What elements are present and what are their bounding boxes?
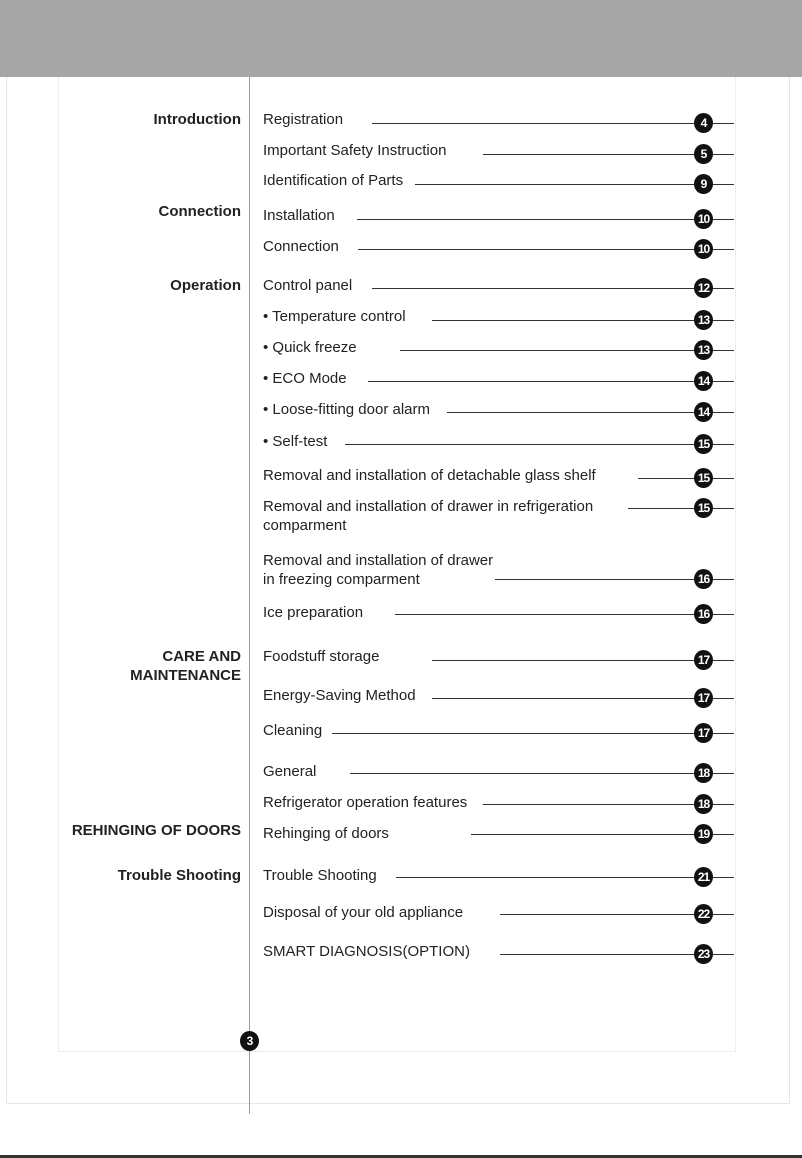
entry-title[interactable]: Control panel [263, 277, 353, 294]
leader-line [432, 320, 734, 321]
leader-line [396, 877, 734, 878]
leader-line [415, 184, 734, 185]
leader-line [372, 123, 734, 124]
page-badge[interactable]: 15 [694, 498, 713, 518]
page-badge[interactable]: 13 [694, 340, 713, 360]
section-heading: Connection [158, 203, 242, 220]
page-number-badge: 3 [240, 1031, 259, 1051]
leader-line [495, 579, 734, 580]
entry-title[interactable]: SMART DIAGNOSIS(OPTION) [263, 943, 470, 960]
page-badge[interactable]: 4 [694, 113, 713, 133]
leader-line [358, 249, 734, 250]
leader-line [471, 834, 734, 835]
page-badge[interactable]: 17 [694, 650, 713, 670]
entry-title[interactable]: Disposal of your old appliance [263, 904, 464, 921]
page-badge[interactable]: 14 [694, 402, 713, 422]
entry-title[interactable]: Registration [263, 111, 344, 128]
page-badge[interactable]: 22 [694, 904, 713, 924]
content-frame [58, 77, 736, 1052]
entry-title[interactable]: Removal and installation of drawer in re… [263, 498, 594, 534]
section-heading: CARE AND MAINTENANCE [130, 648, 241, 684]
page-badge[interactable]: 17 [694, 723, 713, 743]
leader-line [483, 154, 734, 155]
entry-title[interactable]: • Loose-fitting door alarm [263, 401, 430, 418]
entry-title[interactable]: Removal and installation of drawer in fr… [263, 552, 494, 588]
entry-title[interactable]: • Self-test [263, 433, 328, 450]
section-heading: Introduction [153, 111, 241, 128]
page-badge[interactable]: 16 [694, 604, 713, 624]
entry-title[interactable]: • Temperature control [263, 308, 406, 325]
page-badge[interactable]: 9 [694, 174, 713, 194]
page-badge[interactable]: 19 [694, 824, 713, 844]
page-badge[interactable]: 23 [694, 944, 713, 964]
leader-line [332, 733, 734, 734]
section-heading: REHINGING OF DOORS [71, 822, 241, 839]
leader-line [500, 954, 734, 955]
leader-line [345, 444, 734, 445]
entry-title[interactable]: Connection [263, 238, 339, 255]
entry-title[interactable]: • ECO Mode [263, 370, 347, 387]
leader-line [483, 804, 734, 805]
page-badge[interactable]: 5 [694, 144, 713, 164]
entry-title[interactable]: Refrigerator operation features [263, 794, 468, 811]
leader-line [432, 660, 734, 661]
leader-line [400, 350, 734, 351]
page-badge[interactable]: 18 [694, 794, 713, 814]
section-heading: Trouble Shooting [117, 867, 241, 884]
entry-title[interactable]: Foodstuff storage [263, 648, 380, 665]
page-badge[interactable]: 17 [694, 688, 713, 708]
page-badge[interactable]: 16 [694, 569, 713, 589]
page-badge[interactable]: 15 [694, 468, 713, 488]
leader-line [432, 698, 734, 699]
page-frame [6, 77, 790, 1104]
leader-line [368, 381, 734, 382]
entry-title[interactable]: Installation [263, 207, 335, 224]
section-heading: Operation [170, 277, 241, 294]
leader-line [447, 412, 734, 413]
entry-title[interactable]: • Quick freeze [263, 339, 357, 356]
page-badge[interactable]: 14 [694, 371, 713, 391]
leader-line [500, 914, 734, 915]
entry-title[interactable]: Rehinging of doors [263, 825, 389, 842]
leader-line [350, 773, 734, 774]
page-badge[interactable]: 10 [694, 209, 713, 229]
leader-line [357, 219, 734, 220]
page-badge[interactable]: 10 [694, 239, 713, 259]
page-badge[interactable]: 15 [694, 434, 713, 454]
entry-title[interactable]: Energy-Saving Method [263, 687, 416, 704]
divider-line [249, 77, 250, 1114]
leader-line [372, 288, 734, 289]
page-badge[interactable]: 12 [694, 278, 713, 298]
leader-line [628, 508, 734, 509]
page-badge[interactable]: 13 [694, 310, 713, 330]
bottom-rule [0, 1155, 802, 1158]
entry-title[interactable]: Ice preparation [263, 604, 364, 621]
entry-title[interactable]: Trouble Shooting [263, 867, 377, 884]
entry-title[interactable]: General [263, 763, 317, 780]
entry-title[interactable]: Removal and installation of detachable g… [263, 467, 596, 484]
page-header-band [0, 0, 802, 77]
entry-title[interactable]: Cleaning [263, 722, 323, 739]
entry-title[interactable]: Important Safety Instruction [263, 142, 447, 159]
leader-line [395, 614, 734, 615]
entry-title[interactable]: Identification of Parts [263, 172, 404, 189]
page-badge[interactable]: 21 [694, 867, 713, 887]
leader-line [638, 478, 734, 479]
page-badge[interactable]: 18 [694, 763, 713, 783]
